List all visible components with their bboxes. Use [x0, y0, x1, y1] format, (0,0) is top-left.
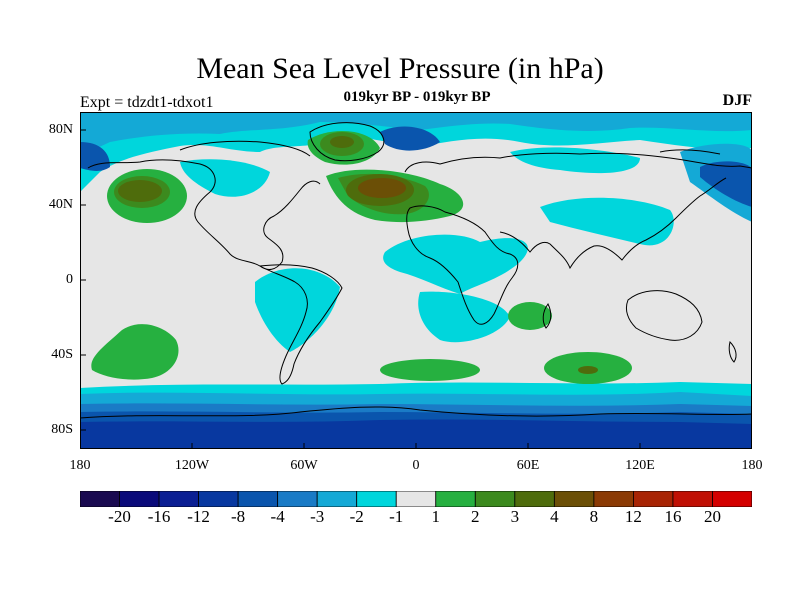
lon-ticks [80, 443, 752, 449]
south-atlantic-negative [418, 291, 510, 343]
south-america-negative [255, 268, 340, 352]
north-atlantic-high-max [358, 178, 406, 198]
experiment-label: Expt = tdzdt1-tdxot1 [80, 94, 214, 111]
colorbar-swatch [672, 491, 713, 507]
colorbar-label: -3 [310, 507, 325, 526]
colorbar-label: -20 [108, 507, 131, 526]
colorbar-swatch [474, 491, 516, 507]
colorbar-swatch [514, 491, 555, 507]
lat-label-0: 0 [66, 272, 73, 287]
season-label: DJF [722, 92, 752, 109]
colorbar-label: 12 [624, 507, 642, 526]
colorbar-label: 1 [431, 507, 441, 526]
colorbar-label: -16 [147, 507, 171, 526]
colorbar-label: -1 [389, 507, 404, 526]
colorbar-swatch [80, 491, 120, 507]
colorbar-label: -12 [187, 507, 210, 526]
arctic-negative-band [80, 112, 752, 192]
colorbar-swatch [277, 491, 318, 507]
lat-label-80n: 80N [48, 122, 73, 137]
lon-label-120w: 120W [174, 458, 210, 473]
colorbar-swatch [356, 491, 397, 507]
colorbar-label: -8 [231, 507, 246, 526]
lon-label-0: 0 [412, 458, 420, 473]
colorbar [80, 491, 752, 507]
colorbar-swatch [395, 491, 437, 507]
colorbar-swatch [198, 491, 239, 507]
lon-label-180w: 180 [69, 458, 91, 473]
siberian-low-core [700, 161, 752, 207]
colorbar-label: 8 [589, 507, 599, 526]
colorbar-swatch [633, 491, 674, 507]
colorbar-swatch [237, 491, 279, 507]
colorbar-swatch [316, 491, 358, 507]
south-pacific-high [91, 324, 179, 380]
greenland-high-inner [330, 136, 354, 148]
colorbar-label: -4 [270, 507, 285, 526]
map-subtitle: 019kyr BP - 019kyr BP [343, 89, 491, 105]
colorbar-label: 4 [550, 507, 559, 526]
colorbar-swatch [158, 491, 199, 507]
south-indian-high-core [578, 366, 598, 374]
lon-label-60e: 60E [516, 458, 540, 473]
colorbar-label: 16 [664, 507, 682, 526]
indian-negative [540, 197, 674, 246]
colorbar-swatch [119, 491, 160, 507]
africa-negative [383, 234, 528, 294]
antarctic-low [80, 419, 752, 449]
colorbar-swatch [593, 491, 634, 507]
colorbar-label: 20 [703, 507, 721, 526]
north-pacific-high-inner [118, 180, 162, 202]
arctic-low-core [380, 126, 440, 151]
canada-negative [180, 159, 270, 197]
arctic-negative-band-2 [80, 112, 752, 156]
pressure-map [80, 112, 752, 449]
map-title: Mean Sea Level Pressure (in hPa) [196, 52, 604, 85]
colorbar-swatch [712, 491, 752, 507]
south-atlantic-high [380, 359, 480, 381]
lon-label-60w: 60W [290, 458, 318, 473]
colorbar-swatch [435, 491, 476, 507]
colorbar-label: -2 [349, 507, 364, 526]
lat-label-40s: 40S [51, 347, 73, 362]
coastlines [80, 122, 752, 419]
colorbar-label: 2 [471, 507, 480, 526]
lon-label-180e: 180 [741, 458, 763, 473]
lat-label-40n: 40N [48, 197, 73, 212]
lat-label-80s: 80S [51, 422, 73, 437]
colorbar-swatch [553, 491, 595, 507]
madagascar-high [508, 302, 552, 330]
colorbar-label: 3 [510, 507, 520, 526]
lon-label-120e: 120E [625, 458, 655, 473]
lat-ticks [80, 129, 86, 431]
